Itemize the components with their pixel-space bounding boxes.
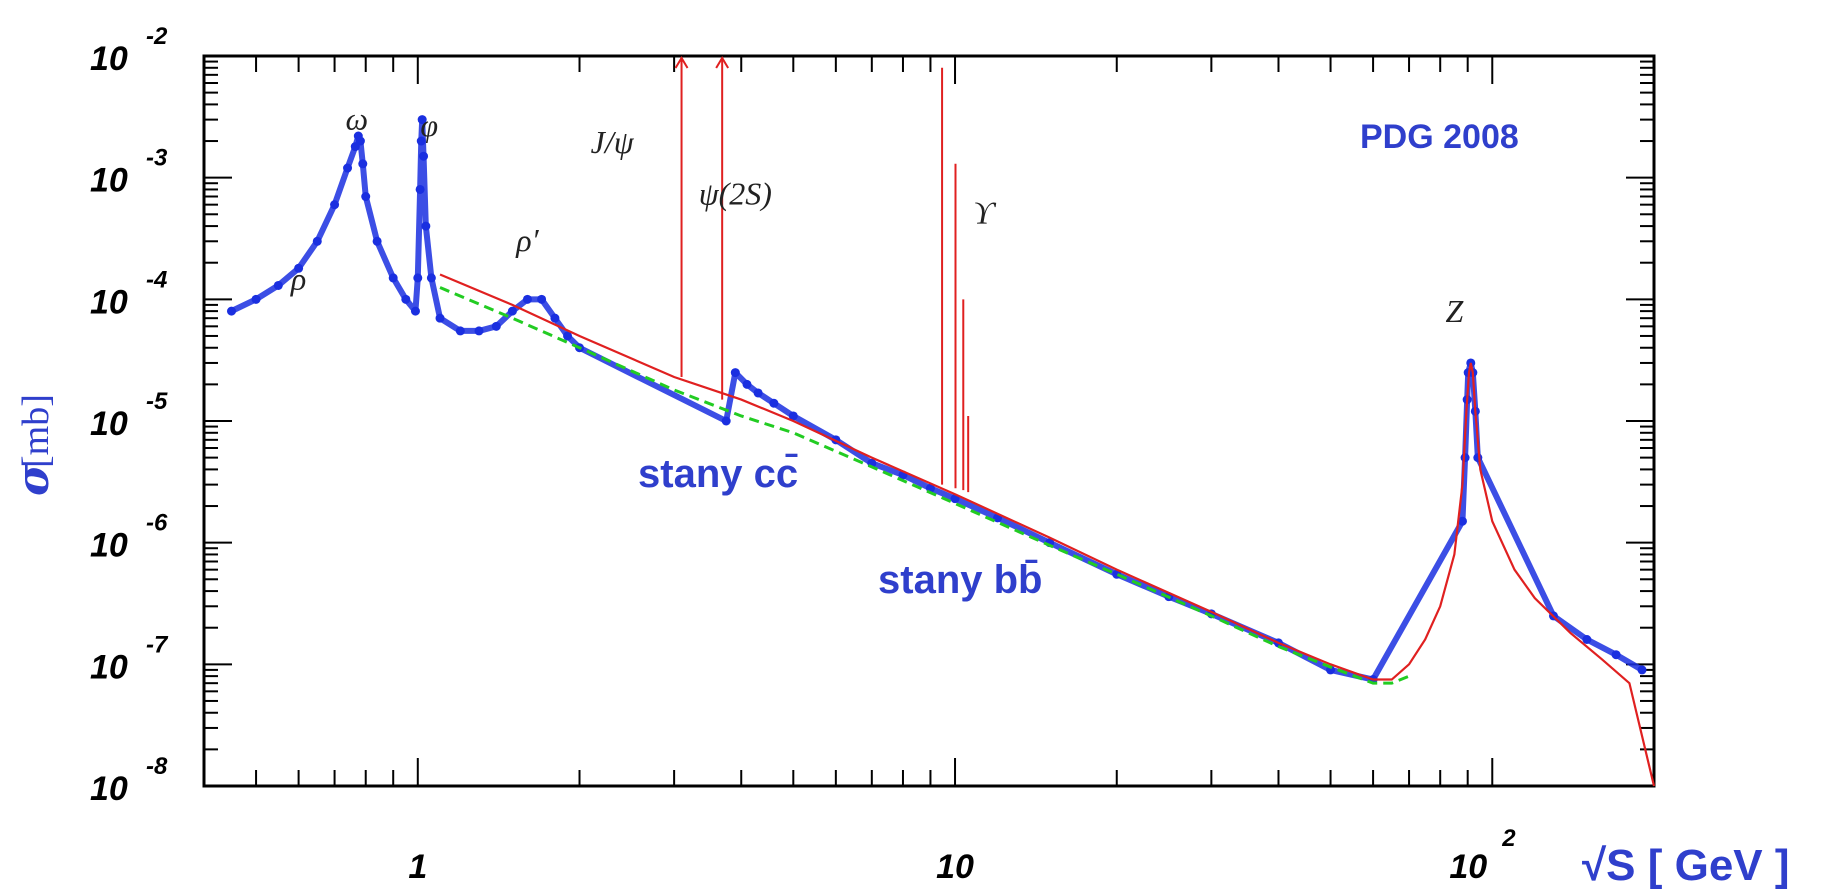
y-tick-base: 10 <box>90 770 128 808</box>
data-point <box>251 294 261 304</box>
peak-label: ψ(2S) <box>699 176 772 212</box>
y-tick-exponent: -3 <box>146 145 168 172</box>
spike-layer <box>674 56 970 493</box>
y-tick-base: 10 <box>90 527 128 565</box>
y-tick-exponent: -6 <box>146 510 168 537</box>
x-tick-base: 10 <box>1449 848 1487 886</box>
data-point <box>294 263 304 273</box>
cc-note: stany cc̄ <box>638 452 798 496</box>
bb-note: stany bb̄ <box>878 558 1042 602</box>
data-point <box>358 159 368 169</box>
x-axis-label: √S [ GeV ] <box>1582 841 1790 890</box>
peak-label: φ <box>420 107 438 143</box>
peak-label: ϒ <box>973 195 996 231</box>
y-tick-base: 10 <box>90 162 128 200</box>
data-point <box>474 326 484 336</box>
x-tick-labels: 1 10 10 2 <box>408 825 1516 886</box>
data-point <box>788 411 798 421</box>
y-axis-label: σ [mb] <box>8 394 59 496</box>
fit-line <box>439 273 1656 787</box>
peak-label: ρ <box>290 261 306 297</box>
data-point <box>1457 516 1467 526</box>
data-point <box>455 326 465 336</box>
data-point <box>1582 634 1592 644</box>
data-point <box>226 306 236 316</box>
y-tick-labels: 10 -2 10 -3 10 -4 10 -5 10 -6 10 -7 10 -8 <box>90 23 169 808</box>
data-series-trace <box>230 116 1644 683</box>
data-point <box>330 200 340 210</box>
y-tick-exponent: -5 <box>146 388 168 415</box>
data-point <box>355 136 365 146</box>
x-tick-exponent: 2 <box>1501 825 1516 852</box>
peak-label: J/ψ <box>591 124 635 160</box>
data-point <box>769 398 779 408</box>
data-point <box>416 136 426 146</box>
data-point <box>1637 665 1647 675</box>
data-point <box>721 416 731 426</box>
y-axis-unit: [mb] <box>15 394 57 468</box>
y-tick-base: 10 <box>90 283 128 321</box>
data-point <box>1611 650 1621 660</box>
y-tick-exponent: -4 <box>146 266 167 293</box>
data-point <box>419 151 429 161</box>
data-point <box>361 192 371 202</box>
x-tick-label: 1 <box>408 848 427 886</box>
data-point <box>421 221 431 231</box>
peak-label: ρ′ <box>515 222 539 258</box>
peak-label: ω <box>346 100 369 136</box>
y-tick-exponent: -2 <box>146 23 168 50</box>
data-point <box>563 331 573 341</box>
data-point <box>753 388 763 398</box>
fit-dashed-line <box>439 286 1410 685</box>
data-point <box>435 313 445 323</box>
spike-arrow <box>674 56 689 69</box>
spike-arrow <box>715 56 730 69</box>
y-tick-exponent: -7 <box>146 631 169 658</box>
data-point <box>415 184 425 194</box>
data-point <box>273 280 283 290</box>
data-point <box>426 273 436 283</box>
data-point <box>410 306 420 316</box>
peak-label: Z <box>1445 293 1464 329</box>
x-tick-label: 10 <box>936 848 974 886</box>
data-point <box>417 115 427 125</box>
y-tick-exponent: -8 <box>146 753 168 780</box>
data-point <box>537 294 547 304</box>
pdg-note: PDG 2008 <box>1360 118 1519 156</box>
data-point <box>730 368 740 378</box>
y-axis-symbol: σ <box>8 463 59 496</box>
series-layer <box>226 115 1656 787</box>
annotation-layer: ρ ω φ J/ψ ψ(2S) ρ′ ϒ Z <box>290 100 1465 329</box>
data-point <box>413 273 423 283</box>
data-point <box>491 321 501 331</box>
data-point <box>550 313 560 323</box>
data-point <box>742 379 752 389</box>
data-point <box>401 294 411 304</box>
y-tick-base: 10 <box>90 648 128 686</box>
data-point <box>372 236 382 246</box>
data-point <box>507 306 517 316</box>
y-tick-base: 10 <box>90 405 128 443</box>
y-tick-base: 10 <box>90 40 128 78</box>
data-point <box>1473 453 1483 463</box>
data-point <box>388 273 398 283</box>
data-point <box>312 236 322 246</box>
data-point <box>343 163 353 173</box>
minor-ticks <box>203 55 1655 787</box>
data-point <box>522 294 532 304</box>
